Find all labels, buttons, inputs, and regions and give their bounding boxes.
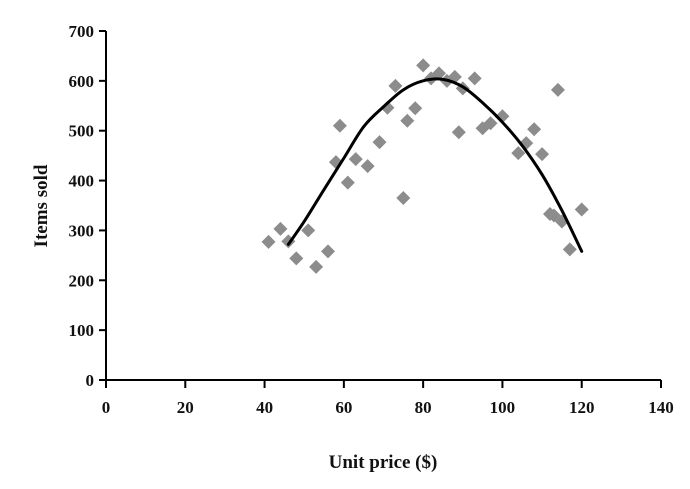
y-tick-label: 100: [69, 321, 95, 340]
data-point: [451, 125, 466, 140]
y-tick-label: 400: [69, 172, 95, 191]
x-tick-label: 140: [648, 398, 674, 417]
x-tick-label: 60: [335, 398, 352, 417]
y-tick-label: 600: [69, 72, 95, 91]
data-point: [416, 58, 431, 73]
data-point: [301, 223, 316, 238]
data-point: [321, 244, 335, 259]
data-point: [340, 175, 355, 190]
data-point: [562, 242, 577, 257]
data-point: [273, 221, 288, 236]
data-point: [408, 101, 423, 116]
x-tick-label: 0: [102, 398, 111, 417]
data-point: [535, 147, 550, 162]
data-points: [261, 58, 589, 274]
data-point: [360, 159, 375, 174]
x-tick-label: 100: [490, 398, 516, 417]
data-point: [372, 135, 387, 150]
y-tick-label: 0: [86, 371, 95, 390]
data-point: [380, 100, 395, 115]
data-point: [400, 113, 415, 128]
x-tick-label: 40: [256, 398, 273, 417]
data-point: [432, 66, 446, 81]
x-axis-ticks: 0 20 40 60 80 100 120 140: [102, 380, 674, 417]
trend-line: [286, 77, 584, 253]
data-point: [483, 116, 498, 131]
x-tick-label: 20: [177, 398, 194, 417]
data-point: [396, 191, 411, 206]
x-axis-title: Unit price ($): [329, 452, 438, 473]
y-axis-ticks: 0 100 200 300 400 500 600 700: [69, 22, 106, 390]
y-tick-label: 300: [69, 221, 95, 240]
data-point: [511, 146, 526, 161]
data-point: [467, 71, 482, 86]
data-point: [332, 118, 347, 133]
data-point: [475, 121, 490, 136]
y-tick-label: 200: [69, 271, 95, 290]
x-tick-label: 120: [569, 398, 595, 417]
data-point: [289, 251, 304, 266]
y-tick-label: 500: [69, 122, 95, 141]
data-point: [574, 202, 589, 217]
data-point: [527, 122, 542, 137]
data-point: [309, 259, 324, 274]
axes: [105, 31, 661, 381]
data-point: [348, 152, 363, 167]
data-point: [261, 234, 276, 249]
data-point: [388, 78, 403, 93]
x-tick-label: 80: [415, 398, 432, 417]
y-tick-label: 700: [69, 22, 95, 41]
y-axis-title: Items sold: [31, 164, 52, 247]
data-point: [550, 82, 565, 97]
